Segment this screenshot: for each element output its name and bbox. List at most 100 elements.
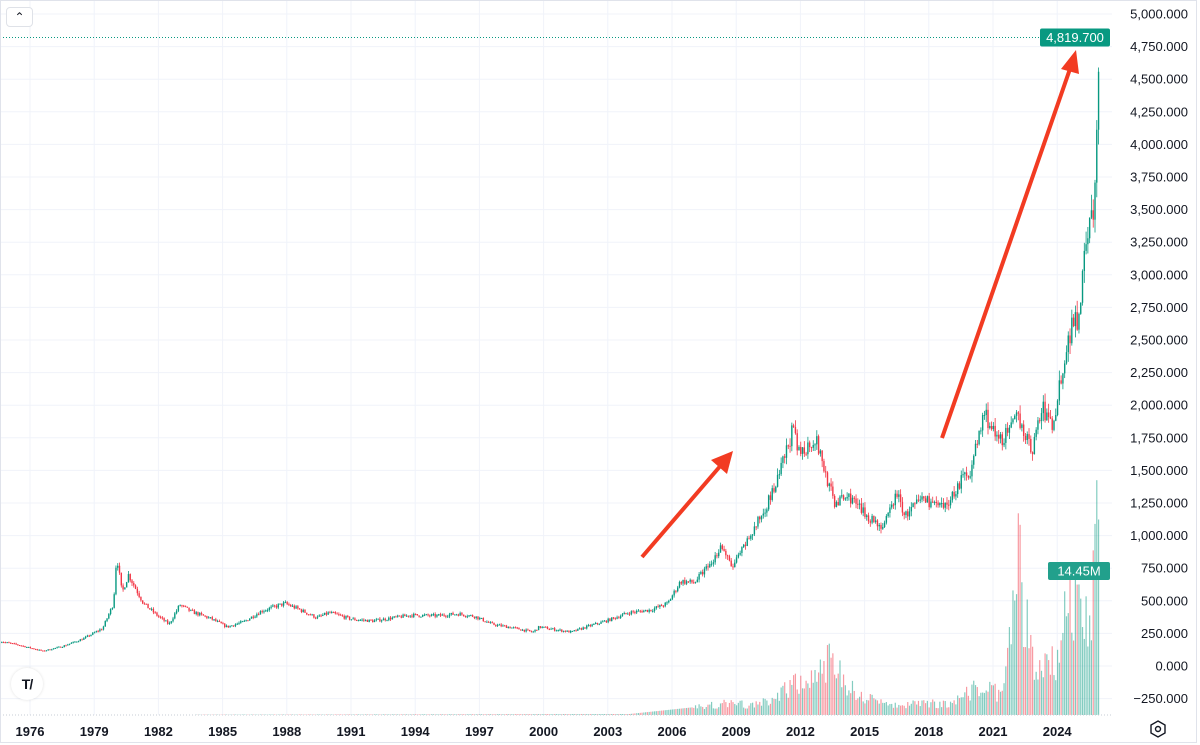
candle-body: [67, 644, 69, 646]
collapse-button[interactable]: ⌃: [6, 7, 33, 27]
volume-bar: [395, 714, 397, 715]
candle-body: [1006, 427, 1009, 433]
candle-body: [295, 606, 297, 609]
x-tick-label: 2000: [529, 724, 558, 739]
volume-bar: [842, 674, 845, 715]
volume-bar: [488, 714, 490, 715]
candle-body: [762, 513, 765, 516]
candle-body: [1015, 412, 1018, 416]
time-axis[interactable]: 1976 1979 1982 1985 1988 1991 1994 1997 2000 2003…: [16, 724, 1073, 739]
candle-body: [548, 629, 551, 631]
volume-bar: [1085, 596, 1087, 715]
candle-body: [892, 504, 895, 506]
candle-body: [202, 614, 205, 616]
volume-bar: [878, 703, 880, 715]
candle-body: [425, 614, 427, 616]
volume-bar: [568, 714, 570, 715]
candle-body: [1080, 302, 1082, 314]
volume-bar: [937, 708, 939, 715]
candle-body: [241, 621, 244, 623]
volume-bar: [853, 690, 855, 715]
volume-bar: [766, 700, 768, 715]
candle-body: [885, 516, 888, 523]
volume-bar: [851, 680, 854, 715]
volume-bar: [953, 700, 955, 715]
candle-body: [26, 646, 28, 648]
candle-body: [680, 582, 682, 584]
candle-body: [780, 462, 782, 475]
candle-body: [616, 617, 618, 619]
candle-body: [509, 626, 511, 629]
candle-body: [432, 614, 435, 616]
volume-bar: [778, 700, 780, 715]
volume-bar: [384, 714, 386, 715]
volume-bar: [603, 714, 606, 715]
candle-body: [224, 623, 226, 627]
volume-bar: [816, 681, 818, 715]
candle-body: [502, 625, 504, 627]
candle-body: [290, 604, 292, 607]
candle-body: [38, 649, 40, 651]
volume-bar: [628, 713, 631, 715]
candle-body: [108, 614, 110, 619]
candle-body: [133, 583, 135, 586]
candle-body: [109, 609, 112, 615]
candle-body: [1053, 420, 1055, 430]
volume-bar: [677, 708, 679, 715]
volume-bar: [475, 714, 477, 715]
volume-bar: [1069, 563, 1071, 715]
volume-bar: [427, 714, 429, 715]
candle-body: [459, 613, 461, 616]
candle-body: [930, 501, 932, 508]
candle-body: [165, 620, 167, 622]
volume-bar: [942, 700, 945, 715]
volume-bar: [445, 714, 447, 715]
volume-bar: [1015, 594, 1018, 715]
candle-body: [195, 612, 197, 615]
settings-icon[interactable]: [1149, 720, 1167, 738]
candle-body: [801, 447, 804, 454]
volume-bar: [752, 702, 754, 715]
volume-bar: [329, 714, 331, 715]
candle-body: [154, 612, 156, 614]
volume-bar: [559, 714, 561, 715]
candle-body: [973, 455, 975, 465]
candle-body: [584, 627, 586, 629]
candle-body: [304, 609, 306, 613]
candle-body: [250, 616, 253, 619]
candle-body: [327, 612, 329, 615]
volume-bar: [823, 661, 825, 715]
tradingview-logo[interactable]: T/: [11, 668, 43, 700]
last-price-label: 4,819.700: [1046, 30, 1104, 45]
candle-body: [70, 642, 73, 644]
candle-body: [598, 623, 600, 625]
candle-body: [314, 617, 317, 619]
candle-body: [805, 453, 807, 455]
candle-body: [249, 618, 251, 621]
volume-bar: [775, 699, 777, 715]
candle-body: [175, 610, 178, 614]
candle-body: [662, 606, 665, 608]
candle-body: [612, 617, 615, 619]
candle-body: [880, 524, 882, 529]
candle-body: [4, 642, 7, 644]
candle-body: [965, 472, 968, 476]
volume-bar: [875, 699, 877, 715]
candle-body: [514, 627, 517, 629]
candle-body: [741, 547, 743, 553]
price-axis[interactable]: 5,000.000 4,750.000 4,500.000 4,250.000 4,00…: [1130, 7, 1188, 707]
candle-body: [980, 430, 982, 432]
volume-bar: [673, 709, 675, 715]
candle-body: [309, 614, 312, 616]
candle-body: [1035, 429, 1037, 437]
volume-bar: [883, 702, 886, 715]
candle-body: [812, 445, 814, 448]
candle-body: [860, 503, 863, 513]
candle-body: [1063, 363, 1066, 374]
candle-body: [170, 621, 172, 623]
volume-bar: [645, 712, 647, 715]
candle-body: [693, 582, 695, 584]
candle-body: [43, 650, 46, 652]
volume-bar: [1071, 632, 1073, 715]
